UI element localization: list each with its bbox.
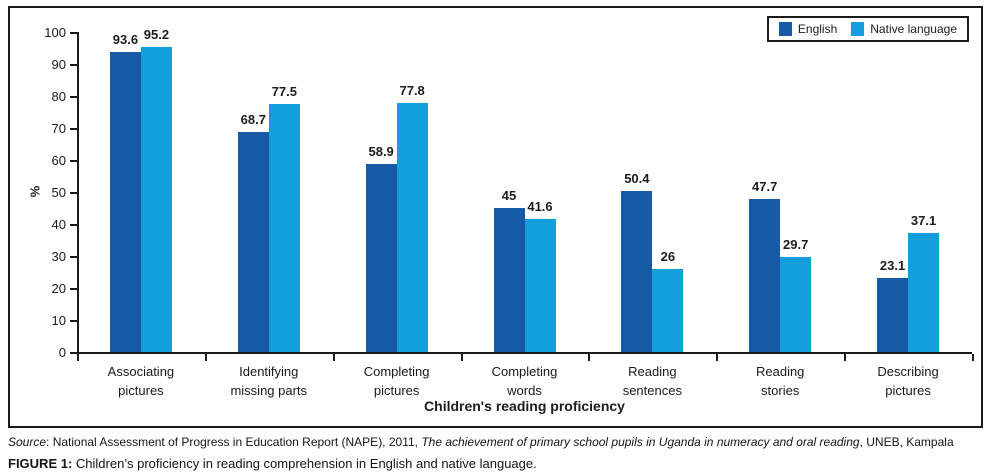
y-axis-tick [70, 224, 77, 226]
x-category-label: Identifying missing parts [230, 364, 308, 398]
x-category-label: Reading stories [755, 364, 805, 398]
value-label-english: 47.7 [752, 179, 778, 195]
bar-english [109, 52, 141, 352]
value-label-native-language: 77.8 [399, 83, 425, 99]
y-tick-label: 50 [51, 185, 66, 200]
y-axis-line [77, 32, 79, 354]
legend: English Native language [766, 16, 969, 42]
y-tick-label: 90 [51, 57, 66, 72]
value-label-english: 45 [501, 188, 517, 203]
x-axis-title: Children's reading proficiency [424, 398, 625, 414]
source-text: : National Assessment of Progress in Edu… [46, 435, 422, 449]
value-label-native-language: 26 [660, 248, 676, 264]
y-axis-tick [70, 192, 77, 194]
bar-native-language [908, 233, 940, 352]
source-report-title: The achievement of primary school pupils… [421, 435, 860, 449]
bar-native-language [268, 104, 300, 352]
y-tick-label: 100 [44, 25, 66, 40]
y-axis-tick [70, 32, 77, 34]
y-axis-tick [70, 160, 77, 162]
legend-swatch-english [778, 22, 792, 36]
value-label-english: 50.4 [624, 170, 650, 186]
bar-english [877, 278, 909, 352]
source-note: Source: National Assessment of Progress … [8, 434, 988, 450]
value-label-english: 58.9 [368, 143, 394, 159]
y-tick-label: 10 [51, 313, 66, 328]
source-label: Source [8, 435, 47, 449]
y-axis-tick [70, 320, 77, 322]
legend-item-native-language: Native language [851, 22, 957, 36]
y-axis-tick [70, 256, 77, 258]
caption-label: FIGURE 1: [8, 456, 73, 471]
x-axis-tick [77, 354, 79, 361]
y-axis-tick [70, 352, 77, 354]
x-category-label: Associating pictures [107, 364, 175, 398]
value-label-english: 68.7 [240, 112, 266, 128]
y-tick-label: 70 [51, 121, 66, 136]
figure-chart-frame: % 0 10 20 30 40 50 60 70 80 90 100 93.6 95.2 Associat… [8, 6, 983, 428]
x-axis-tick [588, 354, 591, 361]
bar-english [621, 190, 653, 352]
bar-native-language [396, 103, 428, 352]
bar-native-language [780, 256, 812, 352]
bar-native-language [524, 218, 556, 352]
y-axis-tick [70, 64, 77, 66]
x-category-label: Reading sentences [622, 364, 682, 398]
x-axis-line [77, 352, 972, 354]
figure-caption: FIGURE 1: Children’s proficiency in read… [8, 456, 988, 472]
legend-item-english: English [778, 22, 838, 36]
bar-native-language [140, 47, 172, 352]
x-axis-tick [204, 354, 207, 361]
bar-english [493, 208, 525, 352]
x-category-label: Describing pictures [877, 364, 939, 398]
y-tick-label: 0 [58, 345, 66, 360]
legend-label-english: English [797, 22, 838, 36]
y-axis-tick [70, 288, 77, 290]
value-label-native-language: 77.5 [271, 84, 297, 99]
x-axis-tick [716, 354, 719, 361]
legend-swatch-native-language [851, 22, 865, 36]
value-label-native-language: 95.2 [143, 27, 170, 43]
y-tick-label: 80 [51, 89, 66, 104]
y-axis-tick [70, 128, 77, 130]
value-label-english: 93.6 [112, 32, 139, 48]
x-category-label: Completing pictures [363, 364, 430, 398]
bar-english [237, 132, 269, 352]
x-axis-tick [972, 354, 974, 361]
y-axis-tick [70, 96, 77, 98]
figure-footer: Source: National Assessment of Progress … [8, 434, 988, 472]
value-label-native-language: 37.1 [910, 213, 937, 229]
caption-text: Children’s proficiency in reading compre… [72, 456, 537, 471]
bar-english [365, 163, 397, 352]
bar-english [749, 199, 781, 352]
value-label-native-language: 29.7 [783, 236, 809, 252]
bar-native-language [652, 268, 684, 352]
source-text-end: , UNEB, Kampala [859, 435, 954, 449]
y-tick-label: 20 [51, 281, 66, 296]
y-tick-label: 40 [51, 217, 66, 232]
plot-area: 0 10 20 30 40 50 60 70 80 90 100 93.6 95.2 Associatin… [10, 8, 981, 426]
x-axis-tick [332, 354, 335, 361]
y-tick-label: 60 [51, 153, 66, 168]
x-axis-tick [844, 354, 847, 361]
legend-label-native-language: Native language [870, 22, 957, 36]
x-axis-tick [460, 354, 463, 361]
y-tick-label: 30 [51, 249, 66, 264]
value-label-native-language: 41.6 [527, 198, 553, 214]
value-label-english: 23.1 [879, 258, 906, 274]
x-category-label: Completing words [491, 364, 558, 398]
